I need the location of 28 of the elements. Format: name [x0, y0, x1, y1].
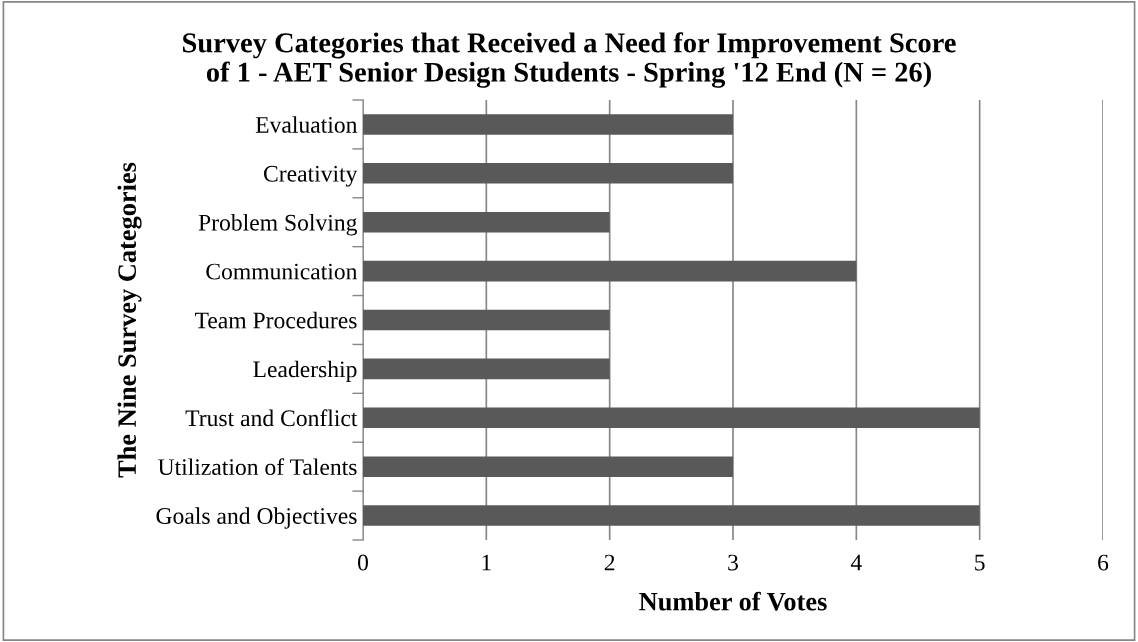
y-tick-label: Trust and Conflict: [185, 409, 358, 427]
y-tick-label: Team Procedures: [194, 311, 357, 329]
x-tick-label: 4: [850, 554, 862, 571]
x-tick-label: 2: [604, 554, 615, 571]
x-tick-label: 3: [728, 554, 738, 571]
bar: [363, 456, 733, 477]
y-tick-label: Problem Solving: [198, 214, 357, 236]
x-tick-label: 0: [358, 554, 368, 571]
y-tick-label: Communication: [206, 263, 358, 280]
bar: [363, 114, 733, 135]
bar: [363, 505, 980, 526]
bar: [363, 407, 980, 429]
y-tick-label: Creativity: [263, 165, 358, 187]
bar: [363, 163, 733, 184]
bar: [363, 358, 610, 380]
y-tick-label: Leadership: [253, 360, 357, 383]
bar: [363, 309, 610, 331]
y-axis-title: The Nine Survey Categories: [117, 162, 142, 478]
x-tick-label: 5: [975, 554, 985, 571]
y-tick-label: Evaluation: [255, 116, 358, 133]
x-tick-label: 6: [1098, 554, 1109, 571]
y-tick-label: Goals and Objectives: [156, 507, 357, 529]
x-tick-label: 1: [482, 554, 491, 571]
bar: [363, 211, 610, 233]
chart-title: Survey Categories that Received a Need for Improvement Score of 1 - AET Senior Design Students - Spring '12 End (N = 26): [183, 32, 956, 88]
x-axis-title: Number of Votes: [639, 591, 827, 611]
y-tick-label: Utilization of Talents: [158, 458, 357, 476]
bar: [363, 260, 857, 282]
